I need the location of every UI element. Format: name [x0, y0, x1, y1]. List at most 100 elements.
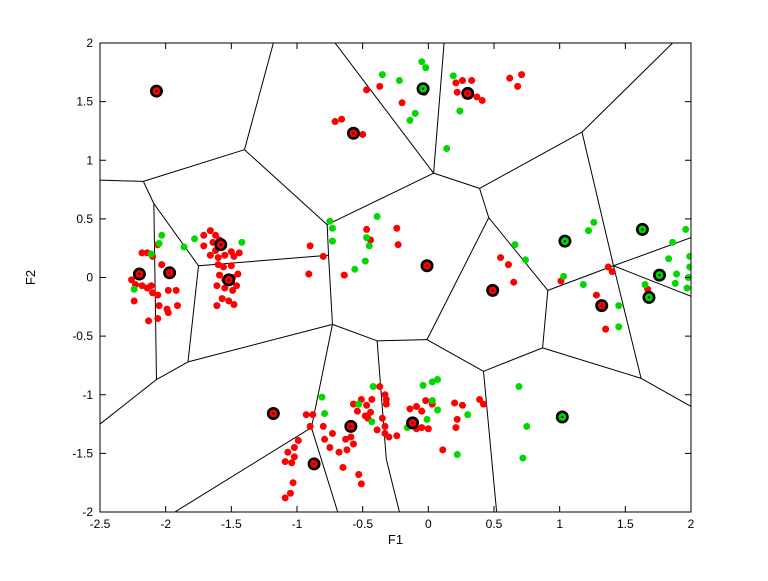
- voronoi-edge: [143, 149, 245, 182]
- voronoi-edge: [332, 323, 378, 342]
- green-dot: [363, 234, 371, 242]
- red-centroid-center: [600, 304, 603, 307]
- red-dot: [154, 315, 162, 323]
- x-tick-label: 1: [556, 517, 563, 531]
- red-dot: [164, 286, 172, 294]
- red-dot: [453, 415, 461, 423]
- y-tick-label: 0: [86, 271, 93, 285]
- y-tick-label: 0.5: [76, 212, 93, 226]
- green-dot: [615, 302, 623, 310]
- red-dot: [145, 317, 153, 325]
- red-dot: [200, 231, 208, 239]
- y-tick-label: 1.5: [76, 95, 93, 109]
- red-dot: [418, 407, 426, 415]
- green-dot: [419, 381, 427, 389]
- green-dot: [615, 323, 623, 331]
- red-dot: [422, 397, 430, 405]
- voronoi-edge: [547, 265, 614, 291]
- green-dot: [365, 242, 373, 250]
- red-dot: [149, 289, 157, 297]
- red-dot: [294, 436, 302, 444]
- red-centroid-center: [168, 271, 171, 275]
- red-dot: [335, 448, 343, 456]
- voronoi-edge: [426, 217, 490, 340]
- green-dot: [434, 406, 442, 414]
- green-dot: [669, 238, 677, 246]
- green-dot: [456, 107, 464, 115]
- red-dot: [439, 446, 447, 454]
- voronoi-edge: [433, 43, 445, 174]
- x-tick-label: 2: [688, 517, 695, 531]
- voronoi-edge: [581, 131, 614, 266]
- voronoi-edge: [187, 265, 199, 362]
- voronoi-edge: [483, 347, 543, 372]
- red-centroid-center: [312, 462, 316, 466]
- green-dot: [683, 284, 691, 292]
- red-dot: [319, 252, 327, 260]
- x-axis-label: F1: [388, 532, 403, 547]
- axes-box: [99, 42, 692, 513]
- voronoi-edge: [153, 203, 199, 267]
- red-dot: [138, 282, 146, 290]
- red-dot: [281, 494, 289, 502]
- green-centroid-center: [421, 87, 425, 90]
- voronoi-edge: [479, 131, 583, 189]
- red-dot: [218, 295, 226, 303]
- voronoi-edge: [326, 172, 434, 226]
- red-dot: [230, 300, 238, 308]
- voronoi-edge: [613, 265, 642, 379]
- red-dot: [363, 86, 371, 94]
- red-dot: [418, 424, 426, 432]
- red-centroids: [132, 84, 609, 471]
- red-dot: [376, 82, 384, 90]
- y-axis-label: F2: [23, 270, 38, 285]
- green-dot: [449, 72, 457, 80]
- red-dot: [130, 297, 138, 305]
- red-dot: [328, 429, 336, 437]
- voronoi-edge: [542, 290, 549, 348]
- red-dot: [290, 444, 298, 452]
- red-dot: [363, 225, 371, 233]
- y-tick-label: -0.5: [72, 329, 93, 343]
- green-dot: [671, 279, 679, 287]
- green-dot: [326, 217, 334, 225]
- green-dot: [422, 64, 430, 72]
- red-dot: [230, 252, 238, 260]
- voronoi-edge: [156, 361, 189, 380]
- red-dot: [340, 271, 348, 279]
- voronoi-edge: [376, 340, 387, 460]
- x-tick-label: -2: [160, 517, 171, 531]
- red-dot: [608, 268, 616, 276]
- green-dot: [130, 285, 138, 293]
- green-dot: [686, 252, 691, 260]
- voronoi-edge: [433, 172, 480, 189]
- red-dot: [385, 433, 393, 441]
- red-dot: [331, 118, 339, 126]
- red-dot: [172, 286, 180, 294]
- red-dot: [357, 480, 365, 488]
- red-centroid-center: [349, 425, 353, 428]
- green-dot: [411, 109, 419, 117]
- red-dot: [290, 453, 298, 461]
- y-tick-label: -1.5: [72, 446, 93, 460]
- red-dot: [154, 291, 162, 299]
- axis-tick-labels: -2.5 -2 -1.5 -1 -0.5 0 0.5 1 1.5 2-2-1.5-1-0.500.…: [72, 36, 694, 531]
- y-tick-label: -1: [82, 388, 93, 402]
- red-dot: [453, 88, 461, 96]
- x-tick-label: -1: [292, 517, 303, 531]
- voronoi-edge: [187, 323, 333, 363]
- red-centroid-center: [491, 289, 494, 292]
- voronoi-edge: [310, 324, 333, 428]
- red-dot: [200, 242, 208, 250]
- red-dot: [173, 302, 181, 310]
- voronoi-edge: [479, 188, 490, 218]
- green-dot: [682, 225, 690, 233]
- red-dot: [458, 77, 466, 85]
- green-dot: [351, 265, 359, 273]
- voronoi-edge: [426, 339, 484, 372]
- red-dot: [497, 254, 505, 262]
- green-dot: [428, 378, 436, 386]
- red-dot: [214, 254, 222, 262]
- red-dot: [225, 297, 233, 305]
